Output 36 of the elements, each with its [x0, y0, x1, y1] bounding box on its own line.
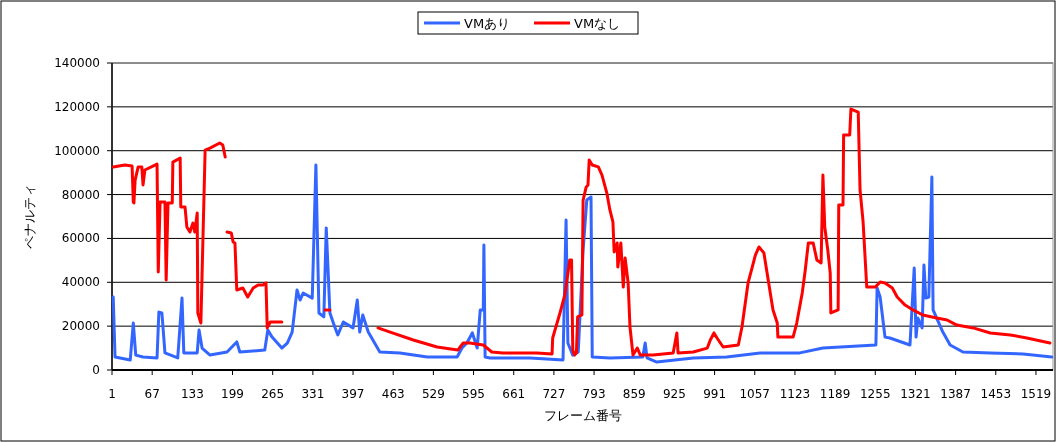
x-tick-label: 1387: [940, 387, 971, 401]
y-tick-label: 20000: [61, 319, 100, 334]
x-tick-label: 991: [703, 387, 727, 401]
y-tick-label: 0: [92, 363, 100, 377]
legend-label: VMあり: [464, 16, 511, 31]
x-tick-label: 1453: [980, 387, 1012, 401]
x-tick-label: 67: [144, 387, 160, 401]
x-tick-label: 727: [542, 387, 566, 401]
x-tick-label: 1: [108, 387, 116, 401]
x-tick-label: 1321: [900, 387, 931, 401]
x-tick-label: 859: [622, 387, 646, 401]
legend-label: VMなし: [574, 16, 621, 31]
y-tick-label: 120000: [54, 99, 100, 114]
x-tick-label: 925: [662, 387, 686, 401]
x-tick-label: 199: [221, 387, 244, 401]
x-tick-label: 1519: [1020, 387, 1052, 401]
y-axis-title: ペナルティ: [22, 184, 37, 249]
x-tick-label: 1123: [779, 387, 811, 401]
x-tick-label: 793: [582, 387, 606, 401]
x-tick-label: 133: [180, 387, 204, 401]
y-tick-label: 80000: [61, 187, 100, 202]
x-tick-label: 595: [462, 387, 485, 401]
x-tick-label: 397: [341, 387, 365, 401]
y-tick-label: 140000: [54, 56, 100, 70]
x-tick-label: 1255: [860, 387, 891, 401]
x-tick-label: 1057: [739, 387, 771, 401]
x-tick-label: 661: [502, 387, 526, 401]
y-tick-label: 60000: [61, 231, 100, 246]
y-tick-label: 100000: [54, 143, 100, 158]
x-tick-label: 463: [381, 387, 405, 401]
x-tick-label: 529: [421, 387, 445, 401]
x-axis-title: フレーム番号: [543, 408, 622, 423]
y-tick-label: 40000: [61, 275, 100, 290]
x-tick-label: 331: [301, 387, 325, 401]
x-tick-label: 1189: [819, 387, 851, 401]
x-tick-label: 265: [261, 387, 285, 401]
